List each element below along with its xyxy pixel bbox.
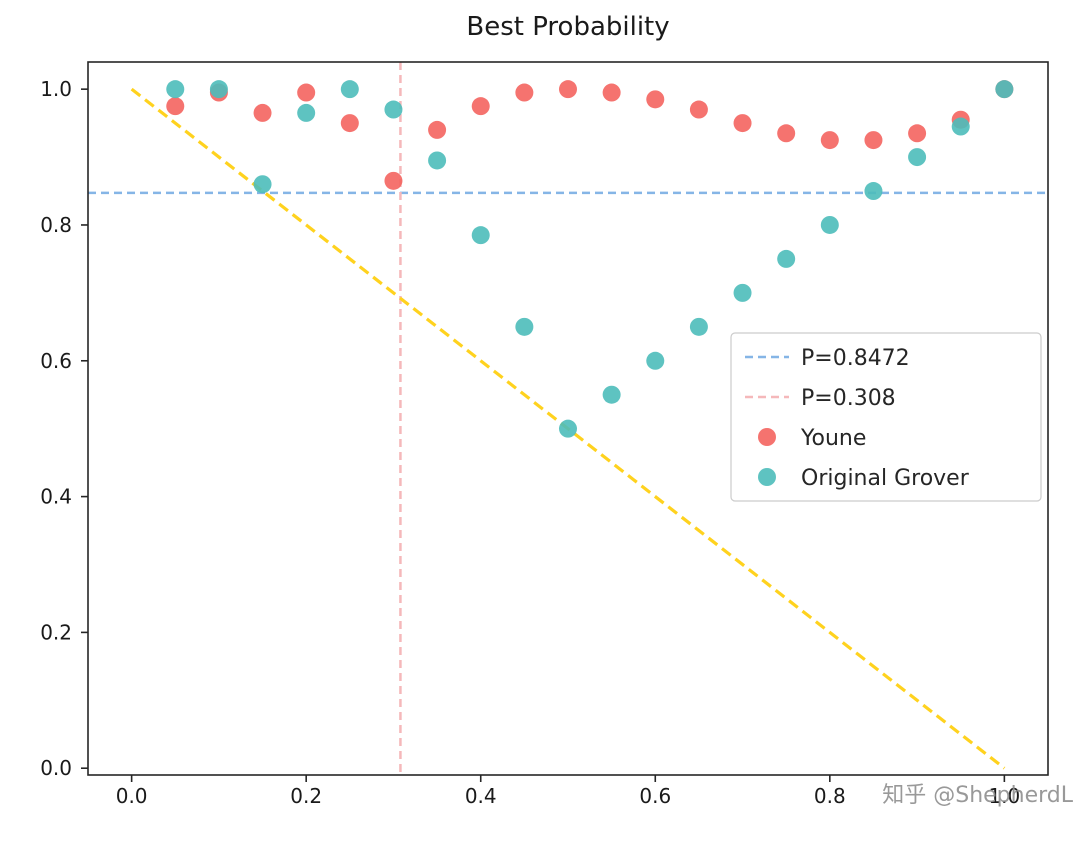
data-point: [559, 80, 577, 99]
data-point: [384, 171, 403, 190]
y-tick-label: 0.8: [40, 213, 72, 237]
data-point: [733, 114, 752, 133]
watermark: 知乎 @ShepherdL: [882, 783, 1073, 808]
data-point: [951, 117, 970, 136]
data-point: [646, 90, 665, 109]
y-tick-label: 1.0: [40, 77, 72, 101]
x-tick-label: 1.0: [988, 784, 1020, 808]
data-point: [689, 317, 708, 336]
data-point: [515, 317, 534, 336]
data-point: [646, 351, 665, 370]
data-point: [297, 83, 316, 102]
data-point: [820, 215, 839, 234]
data-point: [253, 103, 272, 122]
data-point: [340, 80, 359, 99]
data-point: [908, 124, 927, 143]
scatter-original-grover: [166, 80, 1014, 438]
scatter-youne: [166, 80, 1014, 190]
data-point: [297, 103, 316, 122]
data-point: [864, 131, 883, 150]
legend-label-pink-threshold: P=0.308: [801, 386, 896, 411]
data-point: [602, 385, 621, 404]
x-tick-label: 0.8: [814, 784, 846, 808]
data-point: [471, 97, 490, 116]
legend-sample-original-grover: [758, 468, 776, 486]
data-point: [209, 80, 228, 99]
legend-box: [730, 332, 1042, 502]
x-tick-label: 0.6: [639, 784, 671, 808]
data-point: [559, 419, 577, 438]
data-point: [428, 151, 447, 170]
x-tick-label: 0.0: [116, 784, 148, 808]
legend: P=0.8472 P=0.308 Youne Original Grover: [730, 332, 1042, 502]
data-point: [602, 83, 621, 102]
data-point: [253, 175, 272, 194]
data-point: [166, 97, 185, 116]
plot-frame: [87, 61, 1049, 776]
data-point: [908, 148, 927, 167]
data-point: [340, 114, 359, 133]
legend-label-blue-threshold: P=0.8472: [801, 346, 910, 371]
x-tick-label: 0.4: [465, 784, 497, 808]
y-axis: 0.0 0.2 0.4 0.6 0.8 1.0: [40, 77, 88, 780]
legend-label-youne: Youne: [800, 426, 866, 451]
chart-title: Best Probability: [466, 12, 670, 42]
data-point: [777, 249, 796, 268]
data-point: [733, 283, 752, 302]
y-tick-label: 0.4: [40, 485, 72, 509]
data-point: [384, 100, 403, 119]
y-tick-label: 0.2: [40, 620, 72, 644]
x-axis: 0.0 0.2 0.4 0.6 0.8 1.0: [116, 775, 1020, 808]
legend-label-original-grover: Original Grover: [801, 466, 970, 491]
data-point: [515, 83, 534, 102]
y-tick-label: 0.6: [40, 349, 72, 373]
data-point: [995, 80, 1014, 99]
data-point: [166, 80, 185, 99]
data-point: [471, 226, 490, 245]
data-point: [428, 120, 447, 139]
y-tick-label: 0.0: [40, 756, 72, 780]
data-point: [777, 124, 796, 143]
x-tick-label: 0.2: [290, 784, 322, 808]
data-point: [864, 182, 883, 201]
legend-sample-youne: [758, 428, 776, 446]
data-point: [689, 100, 708, 119]
data-point: [820, 131, 839, 150]
